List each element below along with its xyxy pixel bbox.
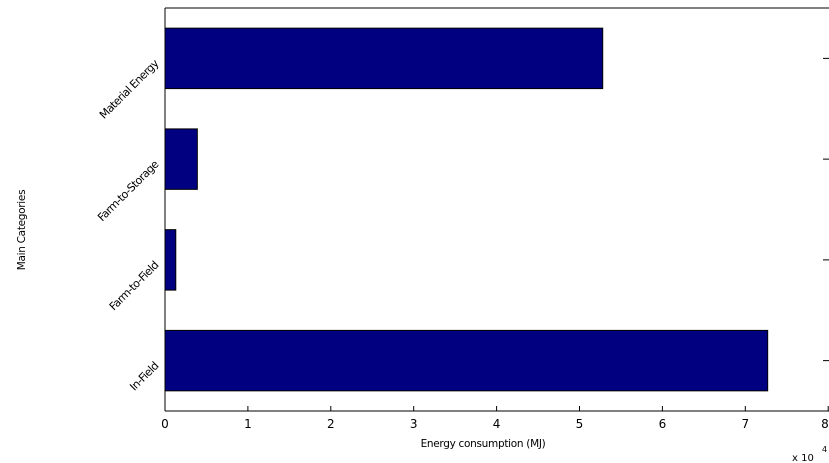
x-multiplier-label: x 10 — [792, 453, 814, 463]
x-tick-label: 0 — [161, 417, 169, 431]
x-tick-label: 1 — [244, 417, 252, 431]
x-tick-label: 6 — [659, 417, 667, 431]
x-multiplier-exponent: 4 — [822, 445, 827, 454]
bar-farm-to-field — [164, 229, 177, 291]
category-label: In-Field — [127, 360, 161, 394]
x-tick-label: 4 — [493, 417, 501, 431]
plot-area: 0 1 2 3 4 5 6 7 8 In-Field Farm-to-Field Farm-to-S… — [95, 7, 829, 431]
bars — [164, 27, 769, 392]
x-axis-title: Energy consumption (MJ) — [421, 438, 546, 450]
x-ticks: 0 1 2 3 4 5 6 7 8 — [161, 406, 829, 431]
x-tick-label: 8 — [821, 417, 829, 431]
bar-farm-to-storage — [164, 128, 198, 190]
category-label: Farm-to-Storage — [95, 157, 162, 224]
category-labels: In-Field Farm-to-Field Farm-to-Storage Mate… — [95, 57, 162, 394]
x-tick-label: 5 — [576, 417, 584, 431]
x-tick-label: 2 — [327, 417, 335, 431]
category-label: Material Energy — [97, 57, 162, 122]
bar-material-energy — [164, 27, 604, 90]
y-axis-title: Main Categories — [16, 190, 28, 271]
x-tick-label: 3 — [410, 417, 418, 431]
x-tick-label: 7 — [741, 417, 749, 431]
category-label: Farm-to-Field — [107, 259, 161, 313]
right-ticks — [823, 57, 829, 362]
bar-in-field — [164, 329, 769, 392]
